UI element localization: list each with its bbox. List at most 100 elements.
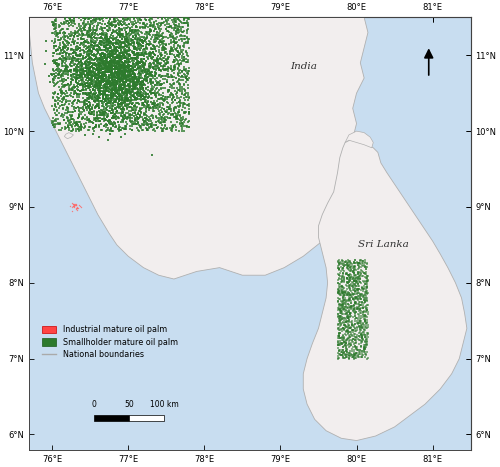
- Point: [204, 47, 212, 54]
- Point: [69, 129, 77, 137]
- Point: [100, 35, 108, 42]
- Point: [166, 49, 174, 56]
- Point: [100, 53, 108, 60]
- Point: [70, 44, 78, 51]
- Point: [141, 50, 149, 57]
- Point: [62, 59, 70, 66]
- Point: [218, 134, 226, 142]
- Point: [204, 50, 212, 57]
- Point: [172, 98, 180, 106]
- Point: [76, 54, 84, 61]
- Point: [76, 48, 84, 55]
- Point: [59, 55, 67, 63]
- Point: [128, 120, 136, 127]
- Point: [62, 142, 70, 150]
- Point: [234, 60, 242, 67]
- Point: [180, 53, 188, 60]
- Point: [48, 21, 56, 29]
- Point: [130, 74, 138, 82]
- Point: [32, 52, 40, 59]
- Point: [29, 57, 37, 64]
- Point: [62, 54, 70, 62]
- Point: [230, 109, 237, 117]
- Point: [29, 29, 37, 37]
- Point: [144, 83, 152, 90]
- Point: [212, 106, 220, 114]
- Point: [29, 18, 37, 26]
- Point: [216, 102, 224, 110]
- Point: [110, 21, 118, 28]
- Point: [48, 85, 56, 92]
- Point: [92, 71, 100, 79]
- Point: [216, 15, 224, 23]
- Point: [62, 35, 70, 43]
- Point: [86, 109, 94, 117]
- Point: [103, 35, 111, 42]
- Point: [161, 71, 169, 79]
- Point: [151, 48, 159, 56]
- Point: [130, 92, 138, 99]
- Point: [164, 14, 172, 21]
- Point: [74, 70, 82, 78]
- Point: [342, 354, 349, 361]
- Point: [180, 14, 188, 21]
- Point: [350, 324, 358, 331]
- Point: [96, 74, 104, 82]
- Point: [48, 55, 56, 63]
- Point: [118, 130, 126, 137]
- Point: [352, 287, 360, 295]
- Point: [201, 83, 209, 90]
- Point: [164, 94, 172, 102]
- Point: [201, 28, 209, 36]
- Point: [38, 66, 46, 73]
- Point: [178, 32, 186, 39]
- Point: [355, 350, 363, 358]
- Point: [131, 71, 139, 79]
- Point: [88, 126, 96, 134]
- Point: [112, 48, 120, 55]
- Point: [156, 24, 164, 32]
- Point: [340, 314, 348, 321]
- Point: [223, 71, 231, 78]
- Point: [352, 246, 360, 253]
- Point: [108, 90, 116, 97]
- Point: [74, 52, 82, 60]
- Point: [156, 21, 164, 28]
- Point: [128, 73, 136, 81]
- Point: [344, 277, 352, 284]
- Point: [112, 44, 120, 51]
- Point: [166, 118, 174, 125]
- Point: [192, 76, 200, 83]
- Point: [74, 28, 82, 35]
- Point: [128, 138, 136, 146]
- Point: [68, 123, 76, 131]
- Point: [174, 84, 182, 92]
- Point: [154, 25, 162, 33]
- Point: [192, 56, 200, 63]
- Point: [93, 141, 101, 149]
- Point: [118, 21, 126, 28]
- Point: [223, 108, 231, 115]
- Point: [170, 113, 177, 121]
- Point: [351, 275, 359, 283]
- Point: [136, 16, 144, 23]
- Point: [84, 98, 92, 106]
- Point: [150, 130, 158, 138]
- Point: [122, 97, 130, 104]
- Point: [110, 51, 118, 59]
- Point: [84, 27, 92, 35]
- Point: [213, 35, 221, 42]
- Point: [120, 43, 128, 51]
- Point: [358, 269, 366, 276]
- Point: [110, 17, 118, 24]
- Point: [226, 32, 234, 40]
- Point: [104, 80, 112, 87]
- Point: [142, 39, 150, 47]
- Point: [90, 99, 98, 107]
- Point: [226, 78, 234, 85]
- Point: [350, 307, 358, 314]
- Point: [204, 50, 212, 58]
- Point: [238, 106, 246, 113]
- Point: [148, 45, 156, 52]
- Point: [120, 73, 128, 80]
